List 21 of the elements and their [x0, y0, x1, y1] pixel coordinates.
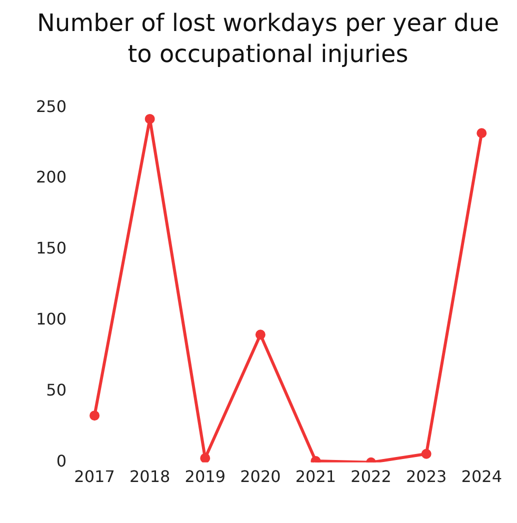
y-tick-label: 0	[56, 452, 67, 471]
x-tick-label: 2017	[74, 467, 115, 486]
chart-title: Number of lost workdays per year due to occupational injuries	[36, 8, 500, 70]
x-tick-label: 2020	[240, 467, 281, 486]
point	[144, 114, 155, 124]
y-tick-label: 250	[36, 96, 67, 116]
point	[90, 410, 100, 421]
x-tick-label: 2022	[350, 467, 392, 486]
point	[200, 453, 210, 462]
y-tick-label: 50	[46, 380, 67, 400]
x-tick-label: 2019	[184, 467, 226, 486]
x-tick-label: 2021	[295, 467, 336, 486]
y-tick-label: 100	[36, 310, 67, 329]
y-tick-label: 200	[36, 168, 67, 187]
point	[476, 128, 487, 138]
x-tick-label: 2023	[406, 467, 447, 486]
point	[255, 330, 266, 340]
point	[421, 448, 432, 459]
y-tick-label: 150	[36, 238, 67, 258]
x-tick-label: 2024	[461, 467, 502, 486]
x-tick-label: 2018	[129, 467, 170, 486]
